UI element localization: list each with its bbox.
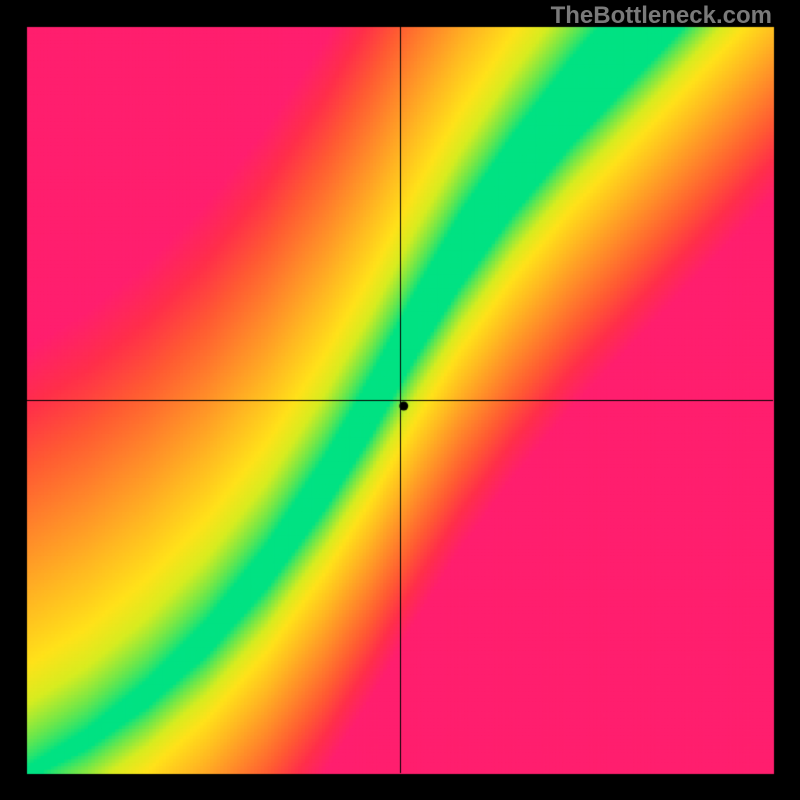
watermark-text: TheBottleneck.com [551,2,772,30]
chart-container: TheBottleneck.com [0,0,800,800]
bottleneck-heatmap [0,0,800,800]
